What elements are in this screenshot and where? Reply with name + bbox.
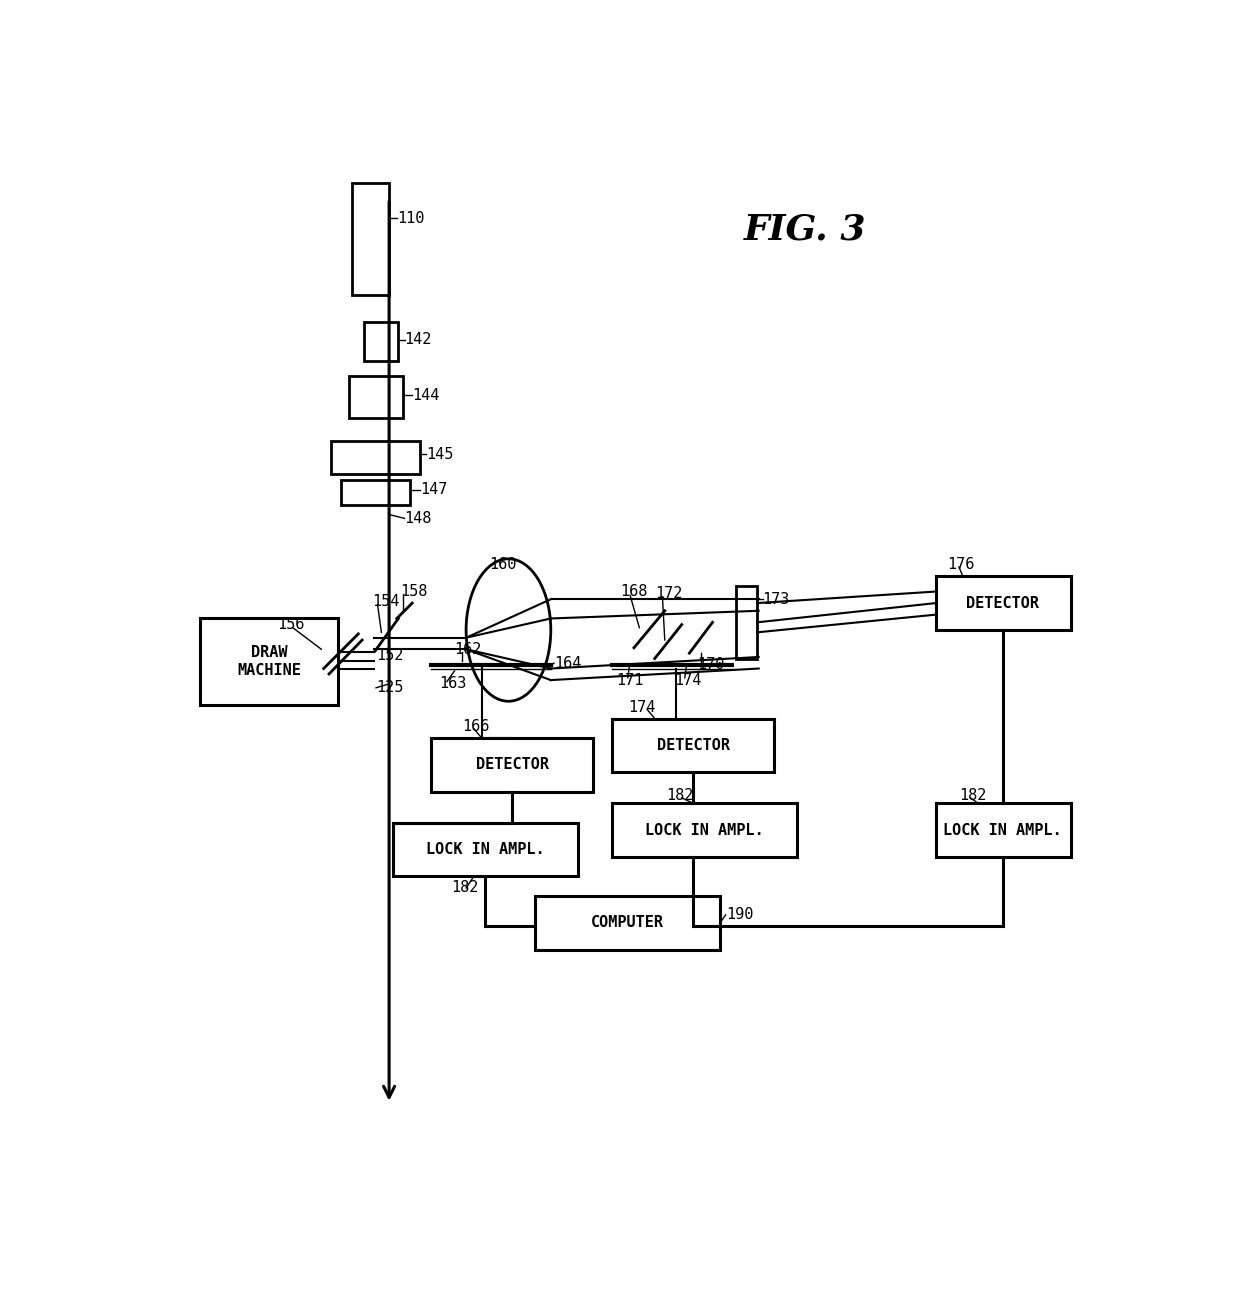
Text: 172: 172 (655, 587, 682, 601)
FancyBboxPatch shape (350, 376, 403, 419)
Text: 142: 142 (404, 333, 432, 347)
Text: 152: 152 (376, 648, 403, 662)
FancyBboxPatch shape (331, 441, 420, 473)
Text: 166: 166 (463, 719, 490, 734)
Text: 144: 144 (412, 387, 439, 403)
Text: 158: 158 (401, 584, 428, 599)
Text: 173: 173 (763, 592, 790, 606)
Text: 168: 168 (620, 584, 647, 599)
FancyBboxPatch shape (365, 322, 398, 360)
FancyBboxPatch shape (613, 719, 774, 772)
Text: 148: 148 (404, 511, 432, 526)
Text: 174: 174 (627, 699, 655, 715)
FancyBboxPatch shape (201, 618, 337, 704)
Text: 171: 171 (616, 673, 644, 687)
Text: 156: 156 (278, 617, 305, 632)
Text: DRAW
MACHINE: DRAW MACHINE (237, 645, 301, 678)
Text: 162: 162 (455, 642, 482, 657)
FancyBboxPatch shape (341, 480, 410, 505)
Text: 182: 182 (959, 788, 986, 803)
Text: DETECTOR: DETECTOR (657, 738, 730, 752)
Text: LOCK IN AMPL.: LOCK IN AMPL. (427, 842, 544, 857)
Text: LOCK IN AMPL.: LOCK IN AMPL. (646, 823, 764, 837)
Text: 154: 154 (372, 595, 399, 609)
Text: 170: 170 (697, 657, 724, 672)
FancyBboxPatch shape (936, 803, 1070, 857)
Text: 110: 110 (397, 210, 424, 226)
Text: 163: 163 (439, 677, 466, 691)
Text: DETECTOR: DETECTOR (966, 596, 1039, 610)
FancyBboxPatch shape (936, 576, 1070, 630)
Text: DETECTOR: DETECTOR (476, 758, 549, 772)
Text: 147: 147 (420, 482, 448, 497)
Text: 125: 125 (376, 681, 403, 695)
Text: COMPUTER: COMPUTER (591, 915, 665, 930)
Text: 145: 145 (427, 447, 454, 462)
FancyBboxPatch shape (352, 184, 389, 295)
FancyBboxPatch shape (613, 803, 797, 857)
Text: 174: 174 (675, 673, 702, 687)
Ellipse shape (466, 559, 551, 702)
FancyBboxPatch shape (432, 738, 593, 792)
FancyBboxPatch shape (393, 823, 578, 876)
FancyBboxPatch shape (536, 896, 720, 949)
Text: 190: 190 (727, 908, 754, 922)
Text: FIG. 3: FIG. 3 (744, 213, 867, 246)
Text: 164: 164 (554, 656, 582, 670)
Text: LOCK IN AMPL.: LOCK IN AMPL. (944, 823, 1063, 837)
Text: 182: 182 (450, 880, 479, 896)
Text: 182: 182 (666, 788, 693, 803)
Text: 160: 160 (490, 557, 517, 572)
Text: 176: 176 (947, 557, 975, 572)
FancyBboxPatch shape (735, 585, 758, 660)
